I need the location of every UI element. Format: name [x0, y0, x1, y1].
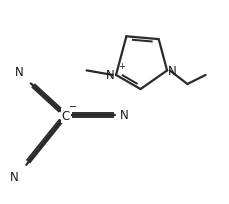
- Text: N: N: [120, 109, 128, 122]
- Text: C: C: [62, 109, 70, 122]
- Text: N: N: [106, 69, 115, 82]
- Text: N: N: [168, 65, 177, 78]
- Text: N: N: [15, 65, 24, 78]
- Text: N: N: [10, 171, 18, 184]
- Text: −: −: [69, 102, 78, 111]
- Text: +: +: [118, 62, 125, 71]
